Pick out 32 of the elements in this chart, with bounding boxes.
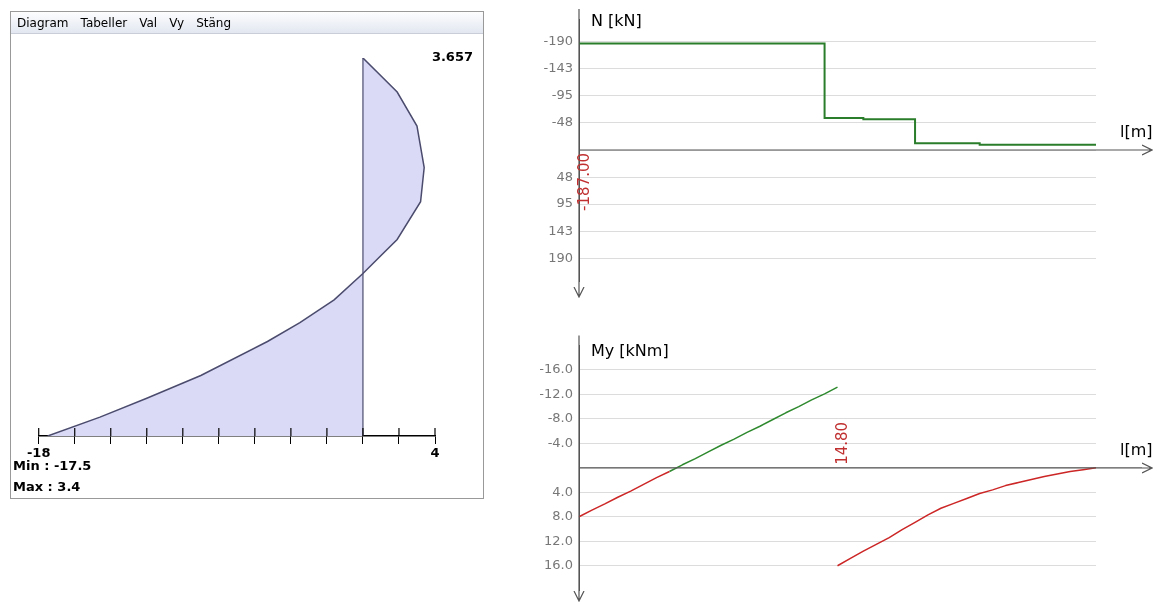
y-tick-label: 4.0 — [552, 483, 573, 499]
x-axis-title: l[m] — [1120, 440, 1153, 460]
text: Diagram — [17, 15, 69, 30]
y-tick-label: 48 — [556, 168, 573, 184]
y-tick-label: -4.0 — [547, 434, 573, 450]
y-tick-label: 143 — [548, 222, 573, 238]
annotation: 3.657 — [431, 49, 473, 65]
y-tick-label: 16.0 — [544, 557, 573, 573]
text: Vy — [169, 15, 185, 30]
y-tick-label: 12.0 — [544, 532, 573, 548]
y-tick-label: -8.0 — [547, 410, 573, 426]
text: Stäng — [196, 15, 232, 30]
x-axis-title: l[m] — [1120, 122, 1153, 142]
x-tick-label: 4 — [430, 445, 440, 461]
y-tick-label: -16.0 — [539, 361, 573, 377]
y-tick-label: 8.0 — [552, 508, 573, 524]
y-tick-label: -143 — [543, 59, 573, 75]
x-tick-label: -18 — [26, 445, 51, 461]
annotation: 14.80 — [833, 421, 852, 465]
y-tick-label: -95 — [551, 87, 573, 103]
y-tick-label: -48 — [551, 114, 573, 130]
annotation: -187.00 — [574, 153, 593, 211]
y-tick-label: -190 — [543, 33, 573, 49]
text: Val — [139, 15, 158, 30]
y-tick-label: -12.0 — [539, 385, 573, 401]
text: Max : 3.4 — [13, 479, 81, 495]
y-axis-title: My [kNm] — [591, 341, 669, 361]
y-tick-label: 190 — [548, 249, 573, 265]
text: Tabeller — [80, 15, 128, 30]
text: Min : -17.5 — [13, 458, 92, 474]
y-axis-title: N [kN] — [591, 11, 642, 31]
y-tick-label: 95 — [556, 195, 573, 211]
